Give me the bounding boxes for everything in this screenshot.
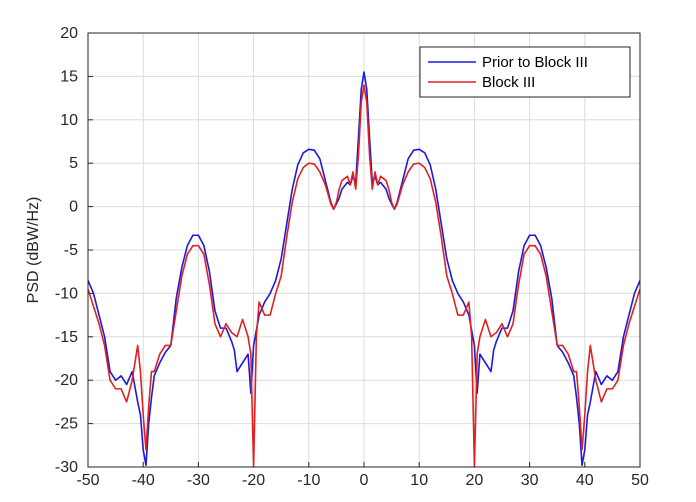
x-tick-label: -30 bbox=[187, 472, 210, 489]
y-tick-label: 15 bbox=[60, 68, 78, 85]
y-tick-labels: -30 -25 -20 -15 -10 -5 0 5 10 15 20 bbox=[55, 25, 93, 476]
x-tick-label: 50 bbox=[631, 472, 649, 489]
y-tick-label: 10 bbox=[60, 112, 78, 129]
x-tick-label: 30 bbox=[521, 472, 539, 489]
y-tick-label: 0 bbox=[69, 199, 78, 216]
x-tick-label: 20 bbox=[466, 472, 484, 489]
y-tick-label: -15 bbox=[55, 329, 78, 346]
legend-label-block-iii: Block III bbox=[482, 74, 535, 91]
x-tick-label: 0 bbox=[360, 472, 369, 489]
y-tick-label: -10 bbox=[55, 285, 78, 302]
x-tick-label: 10 bbox=[410, 472, 428, 489]
series-line-block-iii bbox=[87, 84, 641, 468]
axes-frame bbox=[87, 32, 641, 468]
legend: Prior to Block III Block III bbox=[419, 46, 631, 98]
y-tick-label: -20 bbox=[55, 372, 78, 389]
y-tick-label: -30 bbox=[55, 459, 78, 476]
y-tick-label: 5 bbox=[69, 155, 78, 172]
x-tick-label: -40 bbox=[132, 472, 155, 489]
legend-label-prior-to-block-iii: Prior to Block III bbox=[482, 54, 588, 71]
x-tick-label: 40 bbox=[576, 472, 594, 489]
y-tick-label: -5 bbox=[64, 242, 78, 259]
series-line-prior-to-block-iii bbox=[87, 71, 641, 467]
legend-box bbox=[419, 46, 631, 98]
x-tick-label: -50 bbox=[76, 472, 99, 489]
y-axis-label: PSD (dBW/Hz) bbox=[25, 197, 42, 304]
y-tick-label: -25 bbox=[55, 416, 78, 433]
series-lines bbox=[87, 71, 641, 468]
x-tick-label: -10 bbox=[297, 472, 320, 489]
y-tick-label: 20 bbox=[60, 25, 78, 42]
x-tick-label: -20 bbox=[242, 472, 265, 489]
x-tick-labels: -50 -40 -30 -20 -10 0 10 20 30 40 50 bbox=[76, 462, 649, 489]
